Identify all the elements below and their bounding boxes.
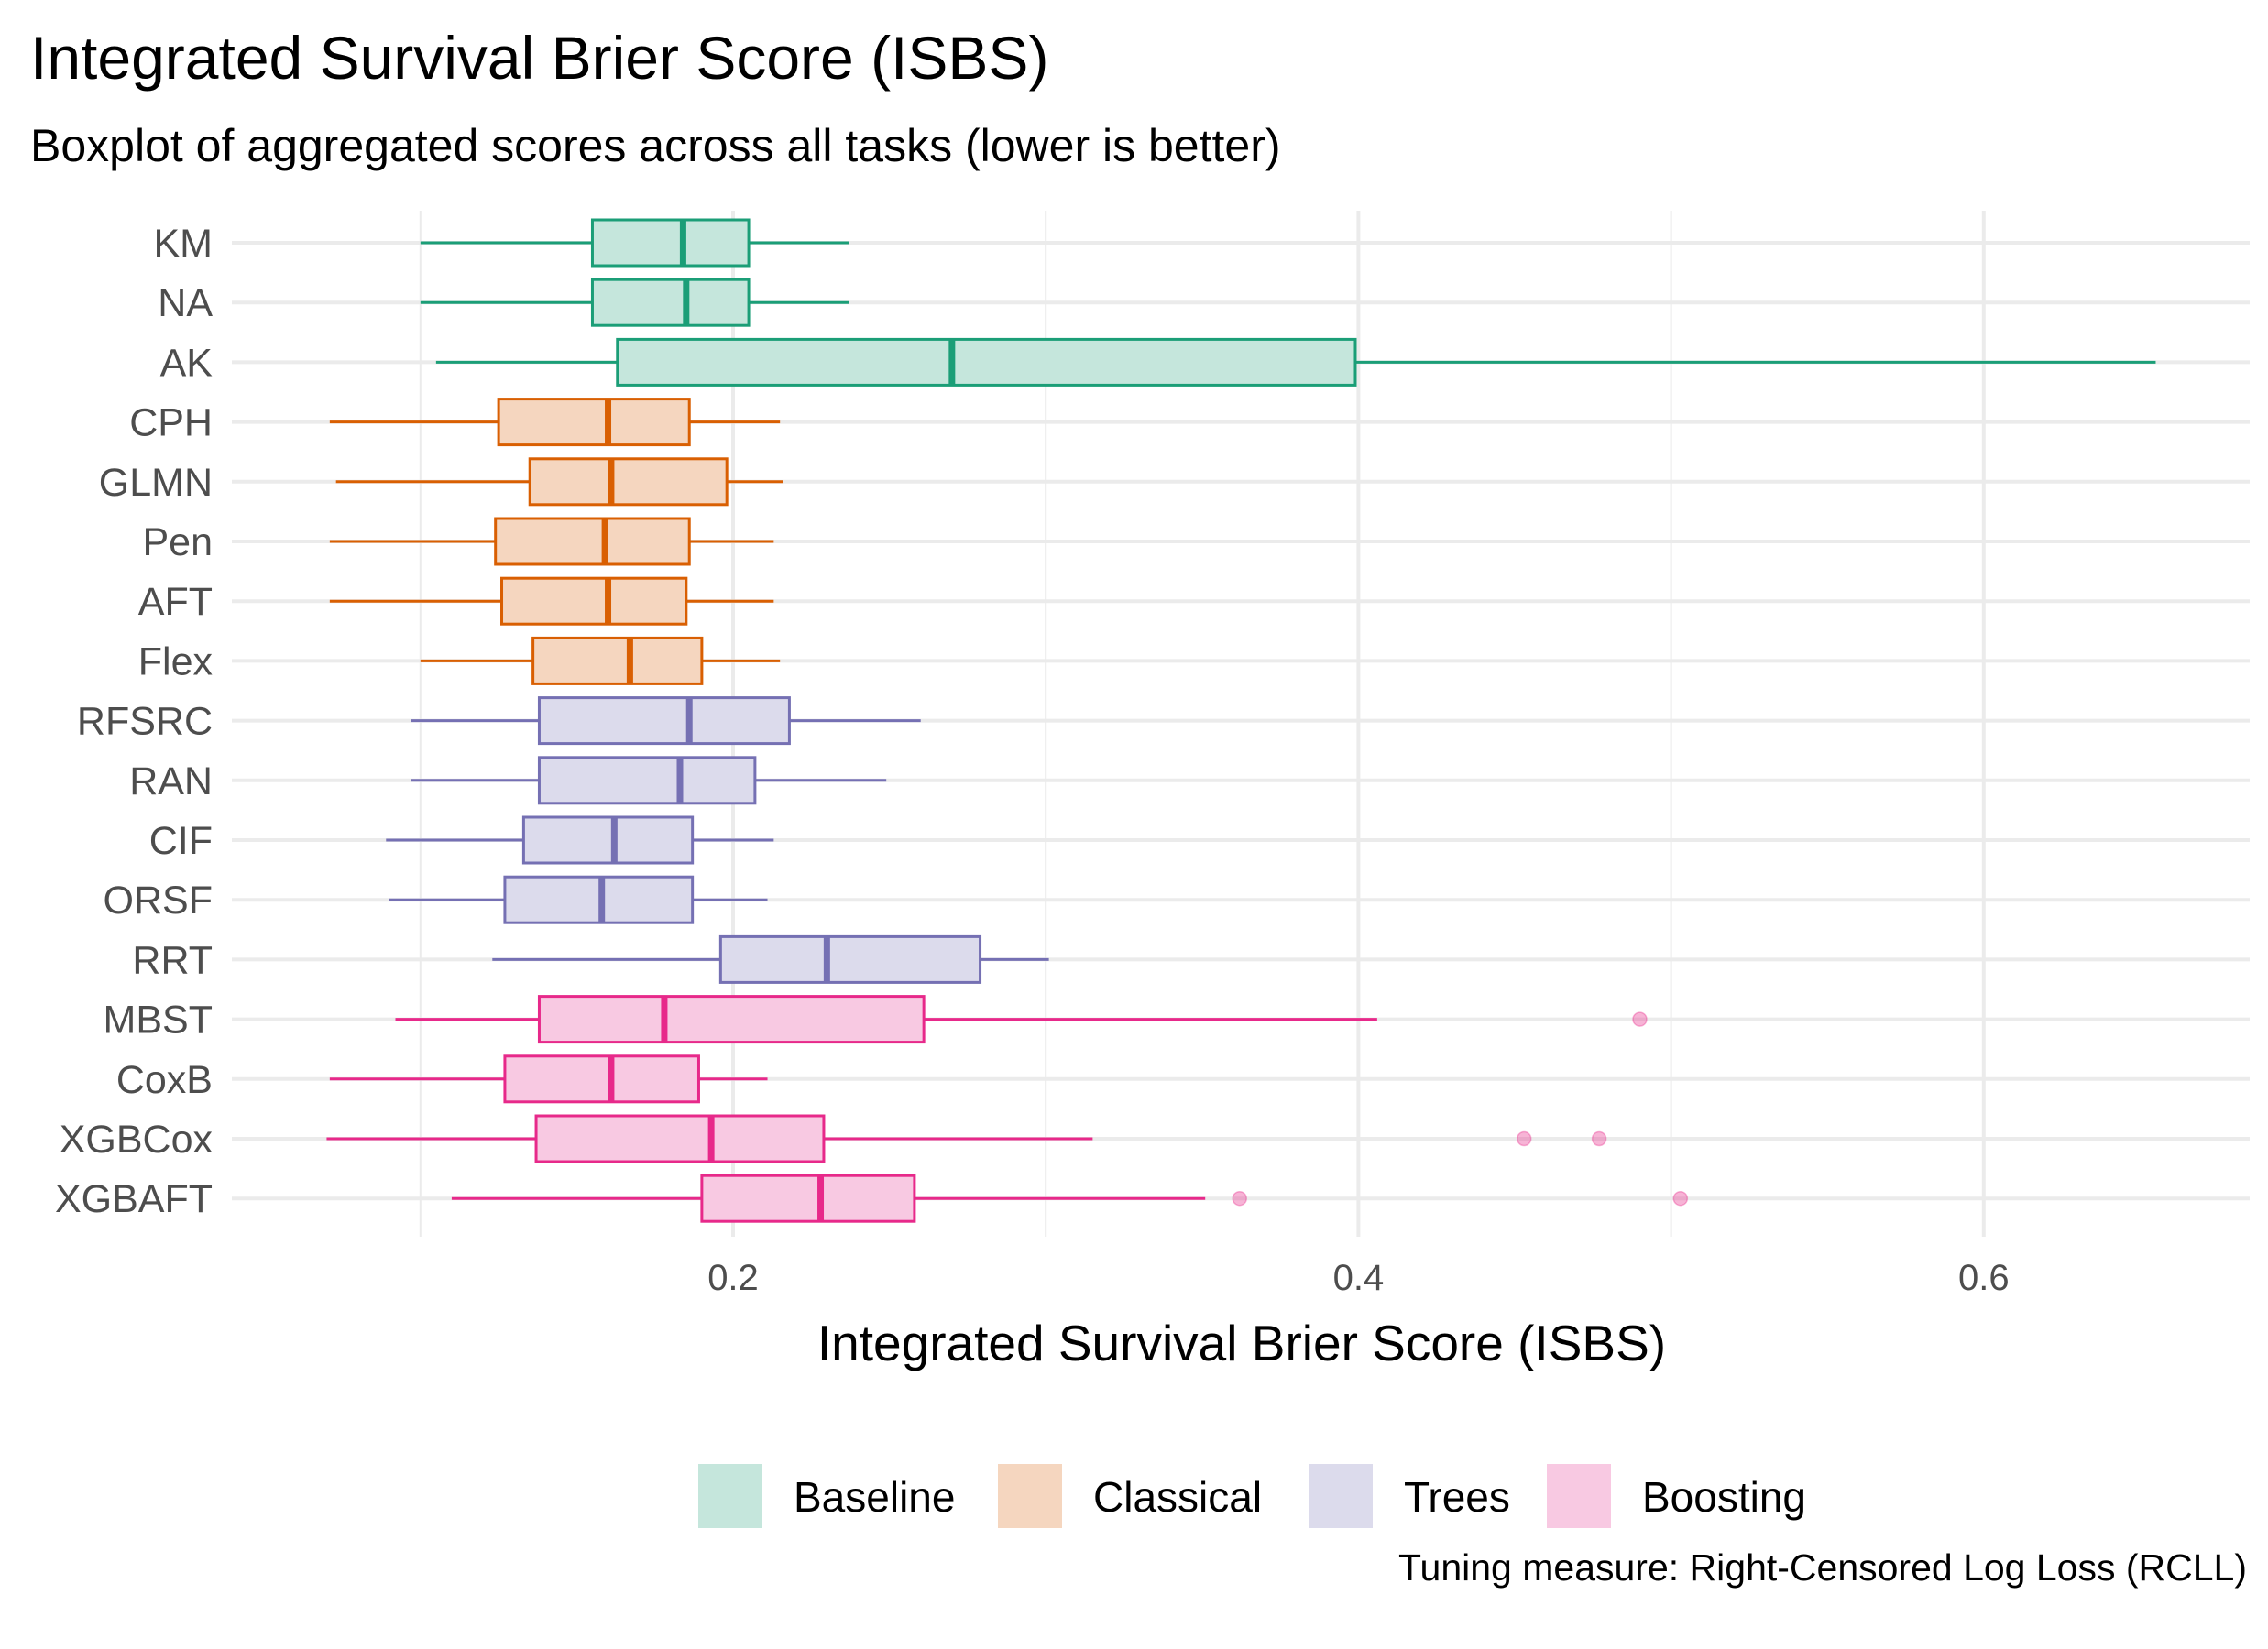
y-tick-label: CPH xyxy=(129,401,213,445)
box-iqr xyxy=(616,337,1357,387)
legend-label: Trees xyxy=(1404,1473,1510,1521)
x-tick-label: 0.2 xyxy=(707,1258,759,1298)
y-tick-label: AFT xyxy=(138,580,213,624)
legend-key xyxy=(1309,1464,1373,1528)
legend-key xyxy=(1547,1464,1611,1528)
box-iqr xyxy=(718,934,982,984)
chart-caption: Tuning measure: Right-Censored Log Loss … xyxy=(1398,1546,2247,1589)
x-axis-tick-labels: 0.2 0.4 0.6 xyxy=(707,1258,2009,1298)
y-tick-label: XGBAFT xyxy=(55,1177,213,1221)
y-tick-label: RAN xyxy=(129,759,213,803)
legend-label: Baseline xyxy=(794,1473,955,1521)
box-iqr xyxy=(534,1114,826,1163)
y-tick-label: NA xyxy=(158,281,213,325)
outlier-point xyxy=(1591,1130,1607,1147)
y-tick-label: RRT xyxy=(132,938,213,982)
box-iqr xyxy=(537,696,791,746)
y-tick-label: Pen xyxy=(142,520,213,564)
box-iqr xyxy=(497,398,691,447)
chart-title: Integrated Survival Brier Score (ISBS) xyxy=(30,24,1048,92)
box-iqr xyxy=(521,815,695,865)
y-tick-label: ORSF xyxy=(104,879,213,923)
y-tick-label: Flex xyxy=(138,639,214,683)
x-axis-label: Integrated Survival Brier Score (ISBS) xyxy=(817,1315,1666,1371)
box-iqr xyxy=(537,995,926,1044)
legend-label: Classical xyxy=(1093,1473,1262,1521)
x-tick-label: 0.4 xyxy=(1333,1258,1385,1298)
box-iqr xyxy=(590,278,751,327)
box-iqr xyxy=(494,517,691,566)
y-tick-label: MBST xyxy=(104,999,213,1043)
y-tick-label: RFSRC xyxy=(77,700,213,744)
box-layer xyxy=(326,218,2156,1223)
box-iqr xyxy=(700,1174,916,1223)
outlier-point xyxy=(1672,1190,1689,1207)
outlier-point xyxy=(1516,1130,1532,1147)
box-iqr xyxy=(528,457,729,507)
y-axis-tick-labels: KM NA AK CPH GLMN Pen AFT Flex RFSRC RAN CIF ORSF RR… xyxy=(55,222,214,1221)
legend: Baseline Classical Trees Boosting xyxy=(698,1464,1806,1528)
legend-key xyxy=(998,1464,1062,1528)
x-tick-label: 0.6 xyxy=(1958,1258,2010,1298)
legend-key xyxy=(698,1464,762,1528)
chart-subtitle: Boxplot of aggregated scores across all … xyxy=(30,120,1281,171)
box-iqr xyxy=(500,576,688,626)
y-tick-label: KM xyxy=(154,222,214,266)
legend-label: Boosting xyxy=(1642,1473,1806,1521)
y-tick-label: CoxB xyxy=(116,1058,213,1102)
outlier-point xyxy=(1232,1190,1247,1207)
box-iqr xyxy=(590,218,751,268)
y-tick-label: GLMN xyxy=(99,461,213,505)
box-iqr xyxy=(531,636,704,685)
box-iqr xyxy=(503,1054,700,1104)
y-tick-label: AK xyxy=(160,341,214,385)
y-tick-label: XGBCox xyxy=(60,1118,214,1162)
y-tick-label: CIF xyxy=(149,819,213,863)
box-iqr xyxy=(537,756,757,805)
outlier-point xyxy=(1632,1011,1648,1027)
